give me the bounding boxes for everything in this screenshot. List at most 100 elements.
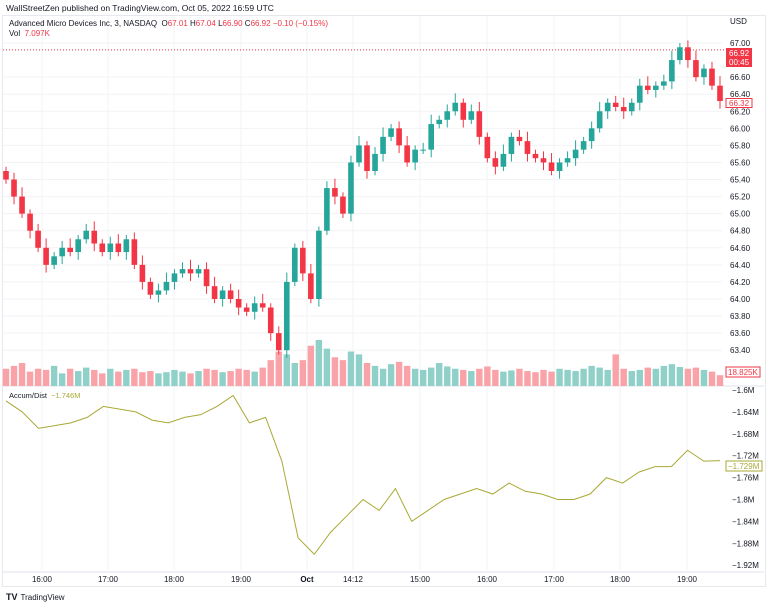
volume-bar [42, 369, 50, 386]
volume-bar [700, 369, 708, 386]
volume-bar [315, 340, 323, 386]
volume-bar [307, 345, 315, 386]
candle-body [388, 128, 394, 137]
candle-body [620, 106, 627, 112]
candle-body [564, 158, 571, 163]
volume-marker-badge [725, 366, 761, 378]
volume-bar [155, 373, 162, 386]
volume-bar [684, 368, 692, 386]
time-tick-label: 16:00 [32, 575, 53, 584]
candle-body [452, 102, 459, 112]
candle-body [316, 230, 322, 299]
candle-body [468, 111, 475, 120]
volume-bar [371, 365, 379, 386]
volume-bar [219, 372, 226, 386]
candle-body [436, 119, 443, 125]
accum-tick-label: −1.64M [732, 408, 759, 417]
volume-bar [548, 371, 555, 386]
candle-body [685, 47, 691, 61]
volume-bar [460, 369, 467, 386]
candle-body [516, 136, 523, 142]
volume-label: Vol [9, 29, 21, 38]
volume-bar [387, 364, 395, 386]
volume-bar [692, 367, 700, 386]
candle-body [669, 60, 675, 82]
volume-bar [123, 369, 130, 386]
time-tick-label: Oct [300, 575, 314, 584]
candle-body [380, 136, 386, 154]
volume-bar [195, 371, 202, 386]
volume-bar [708, 371, 716, 386]
candle-body [540, 158, 547, 163]
accum-tick-label: −1.72M [732, 452, 759, 461]
candle-body [572, 149, 579, 159]
volume-bar [355, 354, 363, 386]
price-tick-label: 65.80 [730, 141, 751, 150]
volume-bar [347, 351, 355, 386]
candle-body [588, 128, 595, 142]
volume-bar [115, 371, 122, 386]
time-tick-label: 18:00 [164, 575, 185, 584]
price-marker-badge [725, 98, 753, 108]
volume-bar [476, 368, 483, 386]
volume-bar [644, 367, 652, 386]
candle-body [628, 102, 635, 112]
candle-body [51, 256, 57, 265]
symbol-legend: Advanced Micro Devices Inc, 3, NASDAQ O6… [9, 19, 328, 39]
candle-body [524, 141, 531, 154]
volume-bar [403, 365, 411, 386]
candle-body [308, 273, 314, 299]
price-tick-label: 65.40 [730, 176, 751, 185]
candle-body [131, 239, 138, 265]
candle-body [460, 102, 467, 120]
candle-body [251, 303, 258, 312]
candle-body [35, 230, 41, 248]
tv-logo-icon: TV [6, 592, 18, 602]
volume-bar [379, 368, 387, 386]
volume-bar [26, 371, 34, 386]
price-tick-label: 65.00 [730, 210, 751, 219]
candle-body [653, 85, 659, 90]
candle-body [404, 145, 410, 163]
volume-bar [243, 369, 250, 386]
price-tick-label: 66.40 [730, 90, 751, 99]
volume-bar [323, 348, 331, 386]
volume-bar [612, 354, 619, 386]
price-tick-label: 64.00 [730, 295, 751, 304]
candle-body [107, 243, 114, 253]
candle-body [324, 188, 330, 231]
brand-name: TradingView [20, 592, 65, 602]
volume-bar [267, 360, 274, 386]
volume-bar [604, 369, 611, 386]
time-tick-label: 15:00 [410, 575, 431, 584]
volume-bar [628, 371, 635, 386]
candle-body [179, 269, 186, 274]
price-tick-label: 66.20 [730, 107, 751, 116]
volume-bar [291, 363, 299, 386]
volume-bar [395, 361, 403, 386]
volume-bar [556, 368, 563, 386]
candle-body [492, 158, 499, 167]
candle-body [292, 247, 298, 282]
volume-value: 7.097K [24, 29, 50, 38]
tradingview-logo[interactable]: TV TradingView [6, 592, 65, 602]
candle-body [283, 281, 290, 351]
candle-body [396, 128, 402, 146]
volume-bar [588, 365, 595, 386]
volume-bar [211, 369, 218, 386]
published-caption: WallStreetZen published on TradingView.c… [6, 3, 274, 13]
volume-bar [259, 367, 266, 386]
volume-bar [147, 371, 154, 386]
volume-bar [2, 368, 10, 386]
volume-marker-label: 18.825K [728, 368, 758, 377]
volume-bar [74, 371, 82, 386]
candle-body [27, 213, 33, 231]
volume-bar [83, 367, 90, 386]
volume-bar [227, 371, 234, 386]
candle-body [420, 149, 426, 151]
candle-body [508, 136, 515, 154]
candle-body [163, 281, 170, 291]
candle-body [155, 290, 162, 295]
volume-bar [34, 368, 42, 386]
